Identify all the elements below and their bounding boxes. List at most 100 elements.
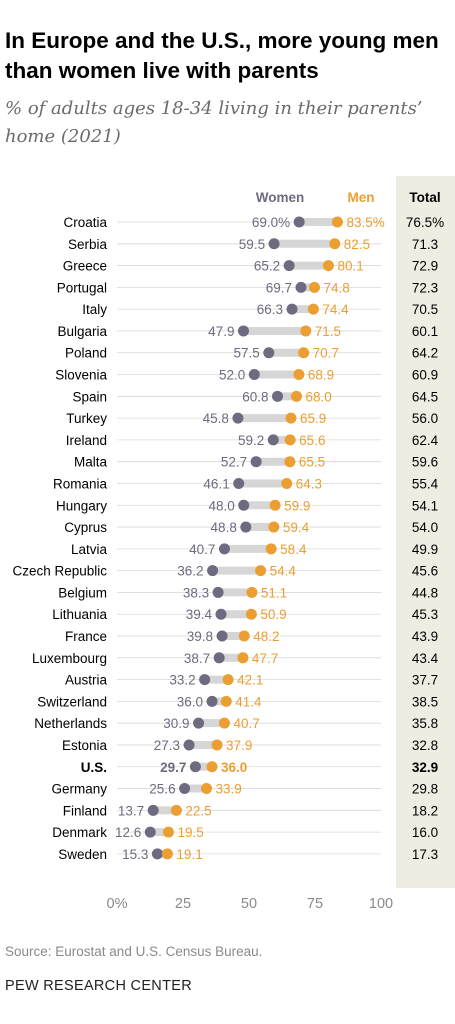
men-value-label: 83.5% (346, 215, 384, 230)
men-value-label: 19.5 (177, 825, 203, 840)
men-dot (331, 216, 343, 228)
men-value-label: 68.9 (308, 368, 334, 383)
country-label: Poland (65, 346, 107, 361)
men-dot (245, 608, 257, 620)
x-tick-label: 100 (369, 896, 393, 912)
men-value-label: 48.2 (253, 629, 279, 644)
men-value-label: 68.0 (306, 389, 332, 404)
men-value-label: 37.9 (226, 738, 252, 753)
country-label: Netherlands (34, 716, 107, 731)
men-value-label: 65.5 (299, 455, 325, 470)
total-value: 49.9 (412, 542, 438, 557)
country-label: U.S. (81, 760, 107, 775)
country-label: Lithuania (52, 607, 107, 622)
women-value-label: 60.8 (242, 389, 268, 404)
country-label: Romania (53, 476, 108, 491)
country-label: Cyprus (64, 520, 107, 535)
country-label: Luxembourg (32, 651, 107, 666)
women-dot (147, 804, 159, 816)
women-value-label: 52.0 (219, 368, 245, 383)
men-value-label: 22.5 (185, 803, 211, 818)
men-value-label: 74.4 (322, 302, 349, 317)
total-value: 43.4 (412, 651, 439, 666)
men-value-label: 50.9 (260, 607, 286, 622)
men-dot (300, 325, 312, 337)
source-note: Source: Eurostat and U.S. Census Bureau. (5, 944, 263, 959)
women-value-label: 59.5 (239, 237, 265, 252)
women-value-label: 57.5 (234, 346, 260, 361)
country-label: Czech Republic (12, 564, 107, 579)
men-value-label: 65.9 (300, 411, 326, 426)
women-dot (218, 543, 230, 555)
women-value-label: 69.7 (266, 280, 292, 295)
women-value-label: 65.2 (254, 259, 280, 274)
country-label: Slovenia (55, 368, 107, 383)
country-label: Estonia (62, 738, 108, 753)
men-dot (307, 303, 319, 315)
women-value-label: 45.8 (203, 411, 229, 426)
women-dot (215, 608, 227, 620)
total-value: 54.1 (412, 498, 438, 513)
women-value-label: 66.3 (257, 302, 283, 317)
total-value: 45.3 (412, 607, 438, 622)
men-value-label: 41.4 (235, 694, 262, 709)
country-label: France (65, 629, 107, 644)
women-value-label: 36.2 (177, 564, 203, 579)
men-dot (291, 390, 303, 402)
men-dot (268, 521, 280, 533)
women-value-label: 15.3 (122, 847, 148, 862)
men-dot (200, 783, 212, 795)
x-tick-label: 0% (107, 896, 128, 912)
total-value: 76.5% (406, 215, 444, 230)
total-value: 38.5 (412, 694, 438, 709)
country-label: Bulgaria (57, 324, 107, 339)
chart-title: In Europe and the U.S., more young men t… (5, 28, 439, 83)
men-dot (284, 456, 296, 468)
women-value-label: 47.9 (208, 324, 234, 339)
country-label: Denmark (52, 825, 107, 840)
total-value: 59.6 (412, 455, 438, 470)
country-label: Croatia (63, 215, 107, 230)
x-tick-label: 50 (241, 896, 257, 912)
women-value-label: 30.9 (163, 716, 189, 731)
x-tick-label: 75 (307, 896, 323, 912)
dot-chart: Women Men Total Croatia 69.0% 83.5% 76.5% Serbi… (12, 176, 455, 912)
women-value-label: 39.4 (186, 607, 213, 622)
men-dot (162, 826, 174, 838)
men-dot (222, 674, 234, 686)
women-value-label: 48.8 (211, 520, 237, 535)
women-dot (151, 848, 163, 860)
men-dot (170, 804, 182, 816)
men-dot (284, 434, 296, 446)
total-value: 43.9 (412, 629, 438, 644)
men-value-label: 65.6 (299, 433, 325, 448)
women-dot (240, 521, 252, 533)
women-dot (212, 586, 224, 598)
total-value: 72.3 (412, 280, 438, 295)
men-dot (246, 586, 258, 598)
total-value: 37.7 (412, 673, 438, 688)
women-dot (207, 565, 219, 577)
women-dot (263, 347, 275, 359)
women-dot (283, 260, 295, 272)
men-dot (293, 369, 305, 381)
men-value-label: 71.5 (315, 324, 341, 339)
women-value-label: 69.0% (252, 215, 290, 230)
men-dot (308, 281, 320, 293)
country-label: Latvia (71, 542, 108, 557)
country-label: Spain (72, 389, 107, 404)
country-label: Germany (51, 782, 107, 797)
total-value: 35.8 (412, 716, 438, 731)
chart-subtitle: % of adults ages 18-34 living in their p… (5, 98, 423, 147)
total-value: 16.0 (412, 825, 438, 840)
men-value-label: 59.9 (284, 498, 310, 513)
women-value-label: 13.7 (118, 803, 144, 818)
country-label: Italy (82, 302, 107, 317)
men-value-label: 51.1 (261, 585, 287, 600)
men-value-label: 42.1 (237, 673, 263, 688)
women-value-label: 36.0 (177, 694, 203, 709)
men-dot (322, 260, 334, 272)
women-value-label: 46.1 (203, 476, 229, 491)
women-dot (183, 739, 195, 751)
men-dot (269, 499, 281, 511)
